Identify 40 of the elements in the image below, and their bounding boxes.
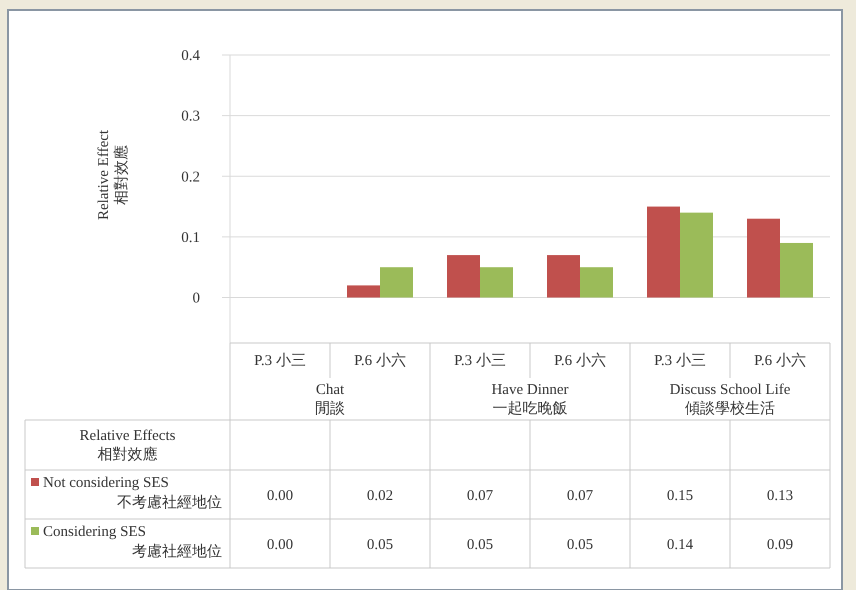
y-tick-label: 0.1 xyxy=(181,230,200,246)
x-tick-label: P.3 小三 xyxy=(654,352,706,369)
y-tick-label: 0.4 xyxy=(181,48,200,64)
x-tick-label: P.6 小六 xyxy=(754,352,806,369)
text: Chat 閒談 xyxy=(315,382,345,417)
bar xyxy=(380,267,413,298)
y-tick-label: 0 xyxy=(192,290,200,307)
data-label: 0.05 xyxy=(466,537,494,553)
x-tick-label: P.3 小三 xyxy=(454,352,506,369)
bar xyxy=(347,285,380,298)
bar xyxy=(480,267,513,298)
x-tick-label: P.6 小六 xyxy=(354,352,406,369)
data-label: 0.00 xyxy=(266,488,294,504)
data-label: 0.14 xyxy=(666,537,694,553)
data-label: 0.13 xyxy=(766,488,794,504)
legend-title: Relative Effects 相對效應 xyxy=(80,428,176,463)
x-tick-label: P.3 小三 xyxy=(254,352,306,369)
data-label: 0.07 xyxy=(466,488,494,504)
data-label: 0.00 xyxy=(266,537,294,553)
data-label: 0.02 xyxy=(366,488,394,504)
bar xyxy=(647,206,680,298)
bar xyxy=(547,255,580,298)
legend-label: Considering SES 考慮社經地位 xyxy=(43,524,222,560)
data-label: 0.05 xyxy=(366,537,394,553)
bar xyxy=(747,218,780,298)
x-tick-label: P.6 小六 xyxy=(554,352,606,369)
data-label: 0.15 xyxy=(666,488,694,504)
text: Have Dinner 一起吃晚飯 xyxy=(491,382,569,417)
data-label: 0.09 xyxy=(766,537,794,553)
bar xyxy=(780,242,813,298)
y-tick-label: 0.2 xyxy=(181,169,200,186)
legend-label: Not considering SES 不考慮社經地位 xyxy=(43,475,222,511)
bar xyxy=(447,255,480,298)
y-tick-label: 0.3 xyxy=(181,108,200,125)
y-axis-title: Relative Effect 相對效應 xyxy=(96,129,130,220)
data-label: 0.05 xyxy=(566,537,594,553)
bar xyxy=(580,267,613,298)
text: Discuss School Life 傾談學校生活 xyxy=(670,382,791,417)
bar xyxy=(680,212,713,298)
data-label: 0.07 xyxy=(566,488,594,504)
